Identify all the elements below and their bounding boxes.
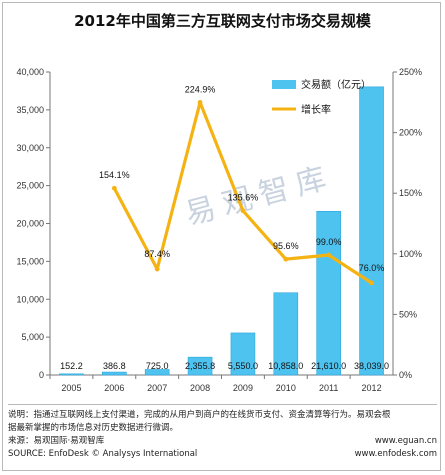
y-tick-right-label: 150% [399,188,422,198]
footer: 说明：指通过互联网线上支付渠道，完成的从用户到商户的在线货币支付、资金清算等行为… [8,404,437,461]
y-tick-left-label: 25,000 [16,181,44,191]
y-tick-right-label: 50% [399,309,417,319]
chart-canvas: 易观智库 0 5,000 10,000 15,000 20,000 25,000 30,00… [16,67,422,393]
bar-value-label: 21,610.0 [311,361,346,371]
bar-2010 [273,292,299,376]
y-tick-right-label: 250% [399,67,422,77]
y-tick-left-label: 40,000 [16,67,44,77]
y-tick-left-label: 35,000 [16,105,44,115]
x-tick-label: 2011 [319,383,338,393]
axes: 0 5,000 10,000 15,000 20,000 25,000 30,000 35,0… [16,67,422,393]
footer-url-cn: www.eguan.cn [374,436,437,446]
footer-note-line1: 说明：指通过互联网线上支付渠道，完成的从用户到商户的在线货币支付、资金清算等行为… [8,410,391,420]
growth-value-label: 224.9% [185,84,216,94]
x-tick-label: 2006 [104,383,124,393]
legend-bar-label: 交易额（亿元） [301,78,371,91]
growth-value-label: 99.0% [316,237,342,247]
bar-value-label: 152.2 [60,361,83,371]
x-tick-label: 2010 [276,383,296,393]
bar-series: 152.2 386.8 725.0 2,355.8 5,550.0 10,858.0 21,… [59,86,389,376]
bar-2005 [59,373,84,376]
y-tick-right-label: 0% [399,370,412,380]
growth-point [369,280,374,286]
y-tick-left-label: 20,000 [16,219,44,229]
bar-value-label: 2,355.8 [185,361,215,371]
y-tick-left-label: 15,000 [16,256,44,266]
y-tick-right-label: 100% [399,249,422,259]
line-series: 154.1% 87.4% 224.9% 135.6% 95.6% 99.0% 76.0% [99,84,385,286]
y-tick-right-label: 200% [399,128,422,138]
bar-value-label: 10,858.0 [268,361,303,371]
watermark: 易观智库 [182,159,338,232]
bar-value-label: 38,039.0 [354,361,389,371]
y-tick-left-label: 10,000 [16,294,44,304]
y-tick-left-label: 5,000 [21,332,44,342]
growth-point [326,252,332,258]
y-tick-left-label: 0 [39,370,44,380]
bar-2007 [144,369,170,376]
bar-value-label: 725.0 [146,361,169,371]
x-tick-label: 2007 [147,383,167,393]
growth-value-label: 95.6% [273,241,299,251]
footer-source-cn: 来源：易观国际·易观智库 [8,436,105,446]
growth-point [197,100,203,105]
legend: 交易额（亿元） 增长率 [272,78,371,116]
bar-value-label: 5,550.0 [228,361,258,371]
bar-2011 [316,211,341,376]
bar-2006 [102,371,127,376]
footer-url-en: www.enfodesk.com [354,449,437,459]
footer-source-en-row: SOURCE: EnfoDesk © Analysys Internationa… [8,448,437,461]
footer-source-cn-row: 来源：易观国际·易观智库 www.eguan.cn [8,435,437,448]
legend-line-label: 增长率 [301,103,331,116]
x-tick-label: 2005 [61,383,81,393]
y-tick-left-label: 30,000 [16,143,44,153]
bar-2008 [187,356,213,376]
growth-value-label: 87.4% [144,249,170,259]
x-tick-label: 2009 [233,383,253,393]
x-tick-label: 2012 [362,383,382,393]
footer-note-line2: 据最新掌握的市场信息对历史数据进行微调。 [8,423,179,433]
growth-point [283,256,289,262]
footer-source-en: SOURCE: EnfoDesk © Analysys Internationa… [8,449,198,459]
growth-value-label: 76.0% [359,263,385,273]
growth-point [240,208,246,214]
growth-point [111,185,117,191]
bar-2012 [359,86,384,376]
bar-2009 [230,332,256,376]
growth-value-label: 135.6% [228,193,259,203]
growth-value-label: 154.1% [99,170,130,180]
bar-value-label: 386.8 [103,361,126,371]
x-tick-label: 2008 [190,383,210,393]
legend-bar-swatch [272,80,296,89]
growth-point [154,266,160,272]
chart-title: 2012年中国第三方互联网支付市场交易规模 [74,12,371,30]
